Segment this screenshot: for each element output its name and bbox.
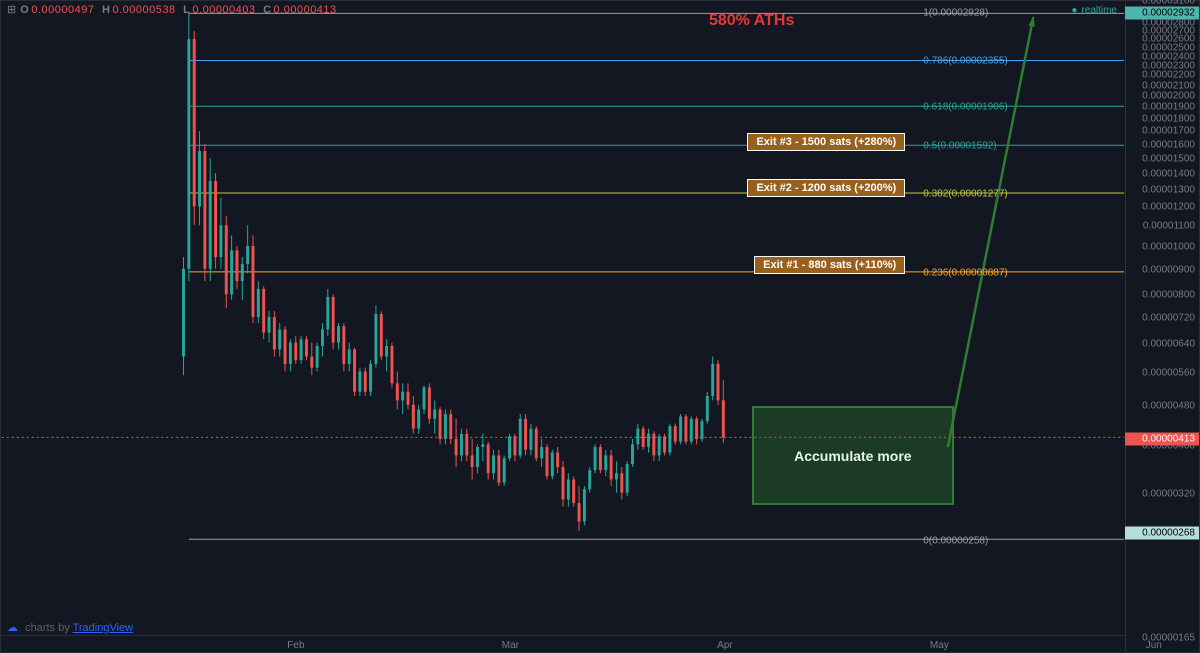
fib-label: 0.618(0.00001906) xyxy=(923,101,1008,112)
price-tick: 0.00001700 xyxy=(1142,126,1195,137)
accumulate-box: Accumulate more xyxy=(752,406,954,505)
price-tick: 0.00000320 xyxy=(1142,489,1195,500)
footer-prefix: charts by xyxy=(25,622,73,634)
exit-callout: Exit #1 - 880 sats (+110%) xyxy=(754,256,905,274)
exit-callout: Exit #3 - 1500 sats (+280%) xyxy=(747,133,905,151)
price-tick: 0.00003100 xyxy=(1142,0,1195,7)
fib-label: 1(0.00002928) xyxy=(923,8,988,19)
price-axis[interactable]: 0.000031000.000029000.000028000.00002700… xyxy=(1125,1,1199,652)
price-tick: 0.00000640 xyxy=(1142,338,1195,349)
time-tick: Feb xyxy=(287,640,304,651)
chart-root: ⊞ O0.00000497 H0.00000538 L0.00000403 C0… xyxy=(0,0,1200,653)
time-axis[interactable]: FebMarAprMayJun xyxy=(1,635,1125,652)
price-tick: 0.00001600 xyxy=(1142,139,1195,150)
cloud-icon: ☁ xyxy=(7,622,18,634)
fib-label: 0.786(0.00002355) xyxy=(923,55,1008,66)
exit-callout: Exit #2 - 1200 sats (+200%) xyxy=(747,179,905,197)
price-tick: 0.00001200 xyxy=(1142,202,1195,213)
ath-title: 580% ATHs xyxy=(709,12,794,30)
price-tick: 0.00000480 xyxy=(1142,401,1195,412)
time-tick: Jun xyxy=(1146,640,1162,651)
fib-label: 0.5(0.00001592) xyxy=(923,140,996,151)
price-tick: 0.00000900 xyxy=(1142,264,1195,275)
fib-label: 0(0.00000258) xyxy=(923,535,988,546)
price-tick: 0.00000800 xyxy=(1142,290,1195,301)
price-tick: 0.00002000 xyxy=(1142,91,1195,102)
tradingview-watermark[interactable]: ☁ charts by TradingView xyxy=(7,621,133,634)
price-tick: 0.00001400 xyxy=(1142,168,1195,179)
price-tick: 0.00001000 xyxy=(1142,241,1195,252)
fib-label: 0.236(0.00000887) xyxy=(923,267,1008,278)
price-tick: 0.00000720 xyxy=(1142,313,1195,324)
time-tick: Mar xyxy=(502,640,519,651)
price-tick: 0.00001100 xyxy=(1143,221,1195,232)
price-tag: 0.00000413 xyxy=(1125,432,1199,445)
price-tick: 0.00001900 xyxy=(1142,102,1195,113)
price-tick: 0.00000560 xyxy=(1142,367,1195,378)
price-tag: 0.00002932 xyxy=(1125,7,1199,20)
price-tick: 0.00001500 xyxy=(1142,153,1195,164)
price-tick: 0.00001300 xyxy=(1142,184,1195,195)
price-tag: 0.00000268 xyxy=(1125,526,1199,539)
price-tick: 0.00002100 xyxy=(1142,80,1195,91)
footer-brand-link[interactable]: TradingView xyxy=(73,622,134,634)
price-tick: 0.00001800 xyxy=(1142,114,1195,125)
chart-pane[interactable]: 1(0.00002928) 0.786(0.00002355) 0.618(0.00… xyxy=(1,1,1125,636)
fib-label: 0.382(0.00001277) xyxy=(923,188,1008,199)
time-tick: May xyxy=(930,640,949,651)
time-tick: Apr xyxy=(717,640,733,651)
